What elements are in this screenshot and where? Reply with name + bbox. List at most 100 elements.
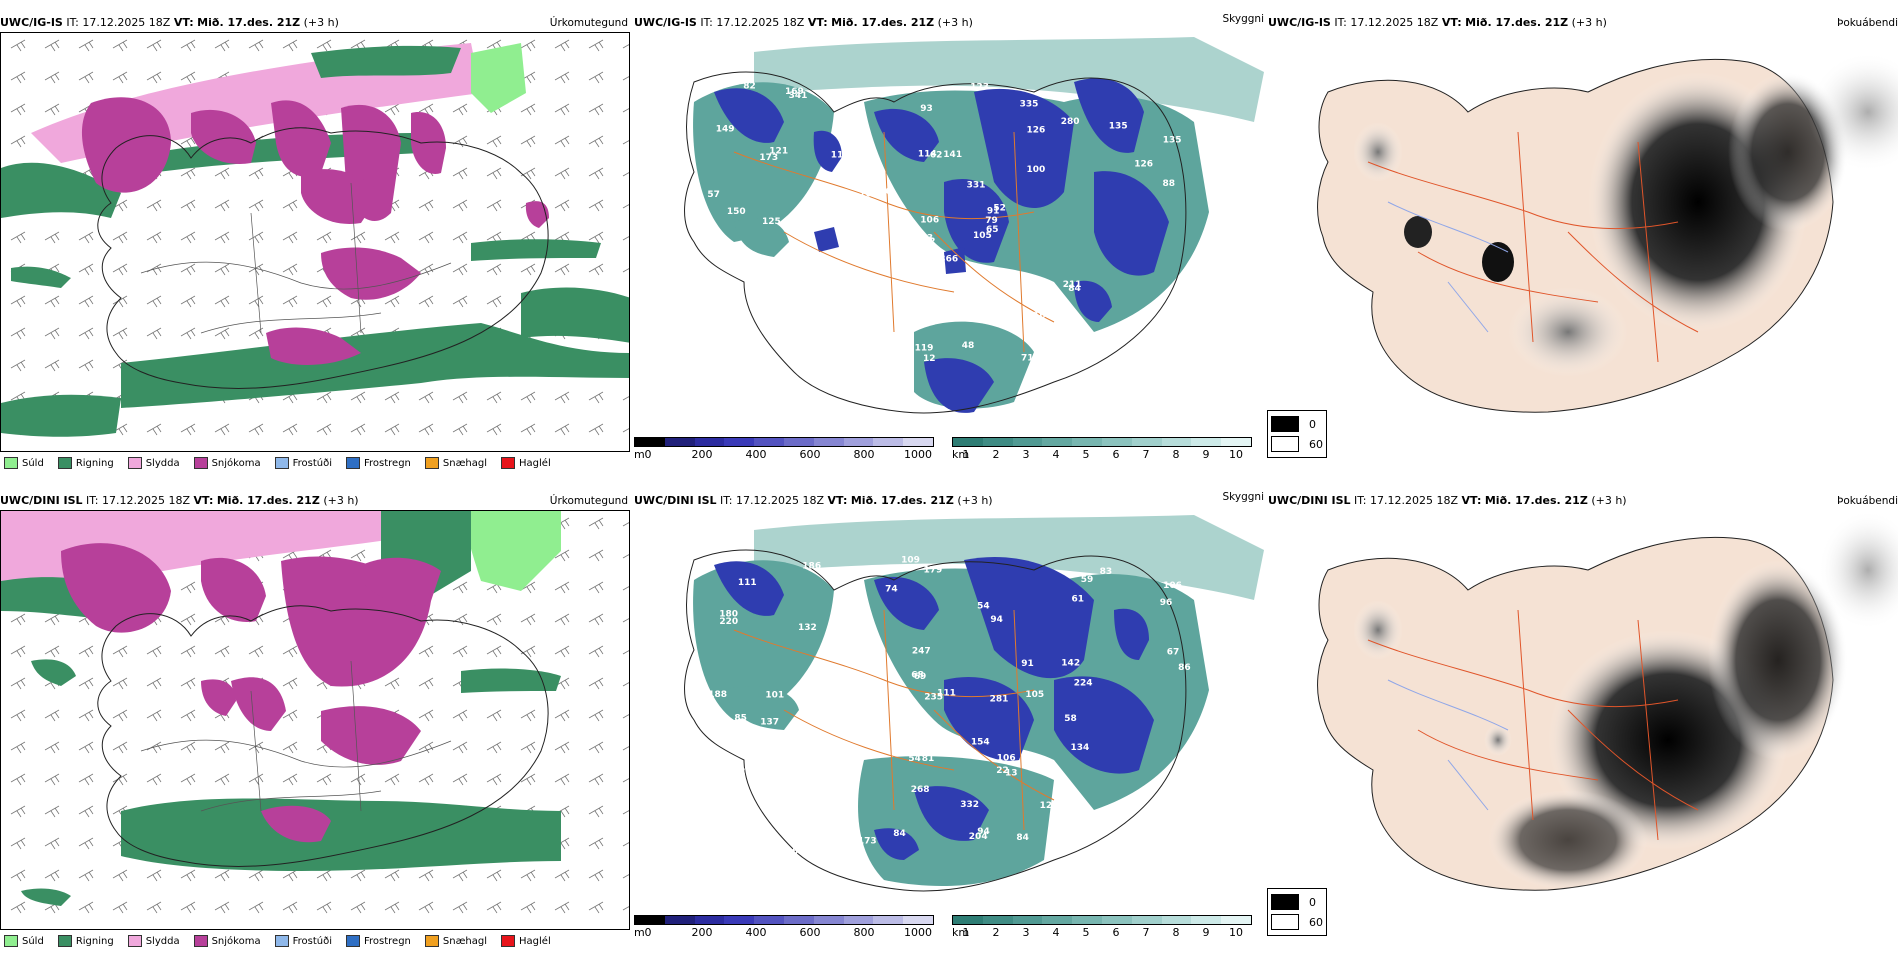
wind-barb bbox=[146, 773, 162, 786]
colorbar-unit: km bbox=[952, 926, 970, 939]
wind-barb bbox=[112, 645, 128, 658]
wind-barb bbox=[452, 773, 468, 786]
wind-barb bbox=[44, 773, 60, 786]
height-label: 253 bbox=[742, 371, 761, 381]
wind-barb bbox=[554, 741, 570, 754]
fog-map[interactable] bbox=[1268, 510, 1898, 930]
distance-colorbar: km 1 2 3 4 5 6 7 8 9 10 bbox=[952, 437, 1252, 461]
vt-value: Mið. 17.des. 21Z bbox=[197, 16, 301, 29]
wind-barb bbox=[112, 677, 128, 690]
height-label: 135 bbox=[1109, 122, 1128, 132]
wind-barb bbox=[282, 423, 298, 436]
height-label: 22 bbox=[996, 766, 1009, 776]
legend-swatch bbox=[4, 457, 18, 469]
wind-barb bbox=[112, 327, 128, 340]
precip-map[interactable] bbox=[0, 510, 630, 930]
height-label: 52 bbox=[993, 204, 1006, 214]
it-value: 17.12.2025 18Z bbox=[82, 16, 171, 29]
it-value: 17.12.2025 18Z bbox=[102, 494, 191, 507]
wind-barb bbox=[588, 741, 604, 754]
height-label: 81 bbox=[922, 754, 935, 764]
wind-barb bbox=[554, 167, 570, 180]
wind-barb bbox=[180, 71, 196, 84]
wind-barb bbox=[10, 613, 26, 626]
wind-barb bbox=[622, 396, 629, 401]
height-label: 84 bbox=[1016, 833, 1029, 843]
height-label: 36 bbox=[1149, 350, 1162, 360]
fog-legend-value: 60 bbox=[1309, 437, 1323, 451]
height-label: 211 bbox=[1063, 280, 1082, 290]
height-label: 200 bbox=[778, 322, 797, 332]
height-label: 109 bbox=[901, 556, 920, 566]
wind-barb bbox=[418, 901, 434, 914]
wind-barb bbox=[10, 709, 26, 722]
wind-barb bbox=[146, 423, 162, 436]
fog-map[interactable] bbox=[1268, 32, 1898, 452]
wind-barb bbox=[10, 295, 26, 308]
wind-barb bbox=[384, 901, 400, 914]
wind-barb bbox=[554, 645, 570, 658]
fog-legend-row: 0 bbox=[1271, 892, 1323, 912]
cloud-map[interactable]: 188 179 142 106 180 369 137 94 247 83 111 134 109 220… bbox=[634, 510, 1264, 930]
height-label: 114 bbox=[918, 149, 937, 159]
wind-barb bbox=[10, 327, 26, 340]
vt-label: VT: bbox=[1461, 494, 1482, 507]
panel-header: UWC/DINI ISL IT: 17.12.2025 18Z VT: Mið.… bbox=[1268, 492, 1898, 510]
wind-barb bbox=[78, 773, 94, 786]
height-label: 67 bbox=[1167, 648, 1180, 658]
legend-label: Slydda bbox=[145, 457, 180, 469]
wind-barb bbox=[44, 613, 60, 626]
wind-barb bbox=[520, 423, 536, 436]
cloud-map-graphic: 366 173 142 265 91 201 335 141 126 105 341 611 125 13… bbox=[684, 37, 1264, 414]
legend-label: Rigning bbox=[75, 935, 114, 947]
wind-barb bbox=[588, 263, 604, 276]
height-label: 91 bbox=[987, 207, 1000, 217]
wind-barb bbox=[384, 231, 400, 244]
wind-barb bbox=[588, 135, 604, 148]
wind-barb bbox=[316, 39, 332, 52]
height-label: 280 bbox=[1061, 117, 1080, 127]
wind-barb bbox=[588, 581, 604, 594]
height-label: 332 bbox=[960, 800, 979, 810]
wind-barb bbox=[44, 231, 60, 244]
panel-title: Úrkomutegund bbox=[549, 17, 628, 29]
cloud-map[interactable]: 366 173 142 265 91 201 335 141 126 105 341 611 125 13… bbox=[634, 32, 1264, 452]
wind-barb bbox=[486, 263, 502, 276]
height-label: 105 bbox=[1025, 690, 1044, 700]
wind-barb bbox=[588, 901, 604, 914]
wind-barb bbox=[452, 391, 468, 404]
wind-barb bbox=[622, 842, 629, 847]
wind-barb bbox=[282, 231, 298, 244]
precip-map[interactable] bbox=[0, 32, 630, 452]
wind-barb bbox=[214, 263, 230, 276]
fog-legend-swatch bbox=[1271, 914, 1299, 930]
wind-barb bbox=[384, 391, 400, 404]
legend-item: Frostregn bbox=[346, 457, 411, 469]
vt-value: Mið. 17.des. 21Z bbox=[831, 16, 935, 29]
wind-barb bbox=[452, 263, 468, 276]
wind-barb bbox=[44, 805, 60, 818]
wind-barb bbox=[418, 869, 434, 882]
wind-barb bbox=[588, 773, 604, 786]
wind-barb bbox=[520, 741, 536, 754]
wind-barb bbox=[214, 645, 230, 658]
vt-label: VT: bbox=[173, 16, 194, 29]
wind-barb bbox=[180, 39, 196, 52]
colorbar-tick: 1 bbox=[962, 448, 970, 461]
wind-barb bbox=[112, 231, 128, 244]
wind-barb bbox=[248, 645, 264, 658]
wind-barb bbox=[554, 869, 570, 882]
precip-legend: Súld Rigning Slydda Snjókoma Frostúði Frostre… bbox=[4, 932, 551, 950]
height-label: 69 bbox=[914, 672, 927, 682]
colorbar-unit: km bbox=[952, 448, 970, 461]
colorbar-tick: 800 bbox=[853, 926, 875, 939]
height-label: 90 bbox=[764, 329, 777, 339]
height-label: 65 bbox=[986, 225, 999, 235]
height-label: 179 bbox=[924, 566, 943, 576]
legend-label: Súld bbox=[22, 457, 44, 469]
fog-legend-value: 0 bbox=[1309, 417, 1316, 431]
wind-barb bbox=[622, 236, 629, 241]
wind-barb bbox=[112, 71, 128, 84]
legend-item: Rigning bbox=[57, 457, 114, 469]
lead-time: (+3 h) bbox=[323, 494, 359, 507]
